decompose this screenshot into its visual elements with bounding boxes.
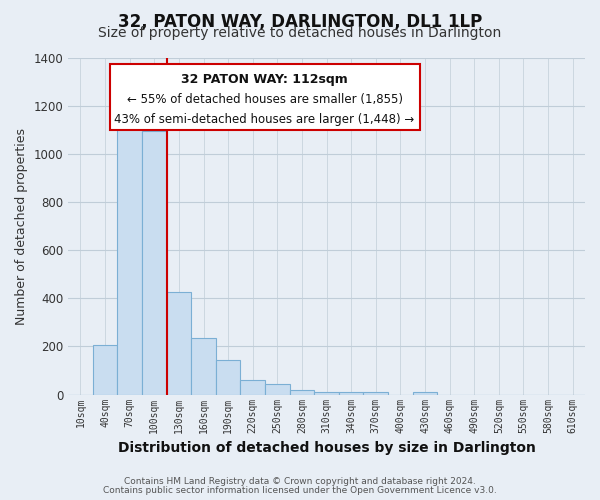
Bar	[216, 360, 241, 394]
Bar	[241, 380, 265, 394]
Text: Contains HM Land Registry data © Crown copyright and database right 2024.: Contains HM Land Registry data © Crown c…	[124, 477, 476, 486]
Text: Contains public sector information licensed under the Open Government Licence v3: Contains public sector information licen…	[103, 486, 497, 495]
Text: 43% of semi-detached houses are larger (1,448) →: 43% of semi-detached houses are larger (…	[115, 113, 415, 126]
X-axis label: Distribution of detached houses by size in Darlington: Distribution of detached houses by size …	[118, 441, 536, 455]
Text: ← 55% of detached houses are smaller (1,855): ← 55% of detached houses are smaller (1,…	[127, 93, 403, 106]
Bar	[339, 392, 364, 394]
Bar	[413, 392, 437, 394]
Bar	[118, 125, 142, 394]
Text: 32, PATON WAY, DARLINGTON, DL1 1LP: 32, PATON WAY, DARLINGTON, DL1 1LP	[118, 12, 482, 30]
Bar	[290, 390, 314, 394]
FancyBboxPatch shape	[110, 64, 419, 130]
Text: 32 PATON WAY: 112sqm: 32 PATON WAY: 112sqm	[181, 72, 348, 86]
Bar	[142, 131, 167, 394]
Bar	[364, 392, 388, 394]
Bar	[167, 292, 191, 394]
Bar	[191, 338, 216, 394]
Y-axis label: Number of detached properties: Number of detached properties	[15, 128, 28, 324]
Bar	[314, 392, 339, 394]
Bar	[265, 384, 290, 394]
Text: Size of property relative to detached houses in Darlington: Size of property relative to detached ho…	[98, 26, 502, 40]
Bar	[93, 346, 118, 395]
